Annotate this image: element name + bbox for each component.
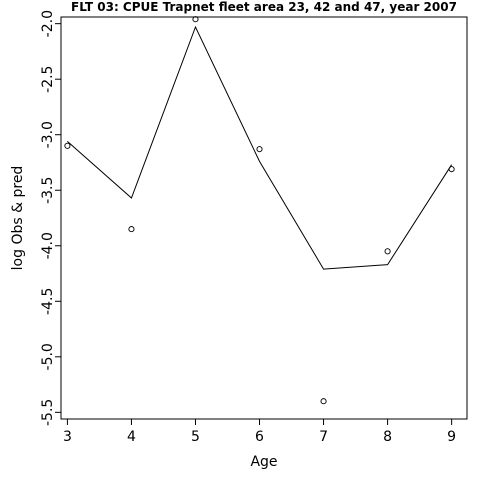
x-tick-label: 6 [255,429,264,445]
y-tick-label: -3.0 [40,121,56,148]
x-axis-label: Age [250,454,277,470]
x-tick-label: 8 [383,429,392,445]
x-tick-label: 9 [447,429,456,445]
y-tick-label: -3.5 [40,177,56,204]
observed-point [384,248,391,255]
y-tick-label: -4.0 [40,232,56,259]
observed-points [64,16,455,405]
x-axis: 3 4 5 6 7 8 9 [63,419,456,445]
observed-point [64,142,71,149]
x-tick-label: 7 [319,429,328,445]
y-tick-label: -5.5 [40,399,56,426]
y-tick-label: -2.0 [40,10,56,37]
observed-point [192,16,199,23]
observed-point [320,398,327,405]
observed-point [448,166,455,173]
y-tick-label: -4.5 [40,288,56,315]
x-tick-label: 5 [191,429,200,445]
chart-title: FLT 03: CPUE Trapnet fleet area 23, 42 a… [71,0,457,14]
observed-point [128,226,135,233]
plot-frame [60,16,468,420]
y-axis: -5.5 -5.0 -4.5 -4.0 -3.5 -3.0 -2.5 -2.0 [40,10,61,426]
x-tick-label: 3 [63,429,72,445]
x-tick-label: 4 [127,429,136,445]
observed-point [256,146,263,153]
y-axis-label: log Obs & pred [10,166,26,271]
predicted-line [67,25,453,270]
y-tick-label: -5.0 [40,343,56,370]
y-tick-label: -2.5 [40,66,56,93]
